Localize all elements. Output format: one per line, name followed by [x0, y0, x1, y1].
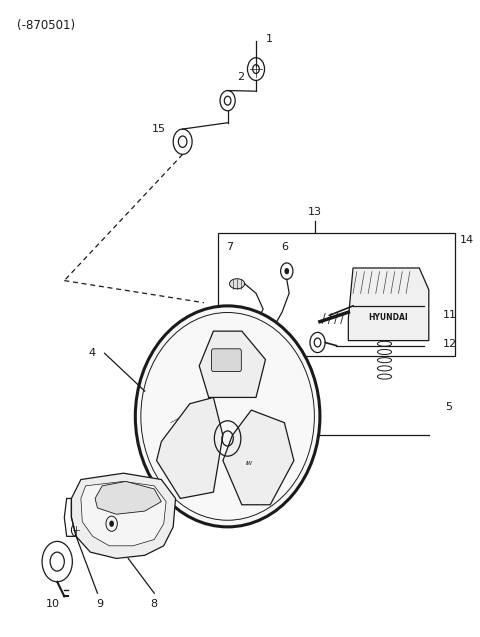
Text: 2: 2	[237, 72, 244, 82]
Circle shape	[285, 268, 289, 275]
Text: 9: 9	[96, 599, 103, 610]
Text: 7: 7	[227, 242, 234, 252]
Polygon shape	[223, 410, 294, 505]
Text: 14: 14	[459, 234, 474, 245]
Text: 11: 11	[443, 310, 457, 320]
Text: 4: 4	[88, 348, 95, 358]
Text: 8: 8	[151, 599, 158, 610]
Text: 6: 6	[281, 242, 288, 252]
Text: 1: 1	[265, 34, 273, 44]
Circle shape	[109, 520, 114, 527]
Text: 15: 15	[152, 124, 166, 134]
Text: (-870501): (-870501)	[17, 18, 75, 32]
Bar	[218, 233, 455, 356]
Text: 5: 5	[445, 402, 452, 412]
Ellipse shape	[141, 313, 314, 520]
Polygon shape	[156, 397, 223, 499]
Polygon shape	[81, 482, 166, 546]
Text: 12: 12	[443, 339, 457, 349]
Ellipse shape	[135, 306, 320, 527]
Ellipse shape	[229, 279, 245, 289]
Text: HYUNDAI: HYUNDAI	[369, 313, 408, 322]
Text: 13: 13	[308, 208, 322, 217]
FancyBboxPatch shape	[212, 349, 241, 371]
Text: 10: 10	[46, 599, 60, 610]
Polygon shape	[95, 482, 161, 514]
Polygon shape	[72, 473, 176, 559]
Text: IW: IW	[245, 461, 252, 466]
Polygon shape	[199, 331, 265, 397]
Polygon shape	[348, 268, 429, 341]
